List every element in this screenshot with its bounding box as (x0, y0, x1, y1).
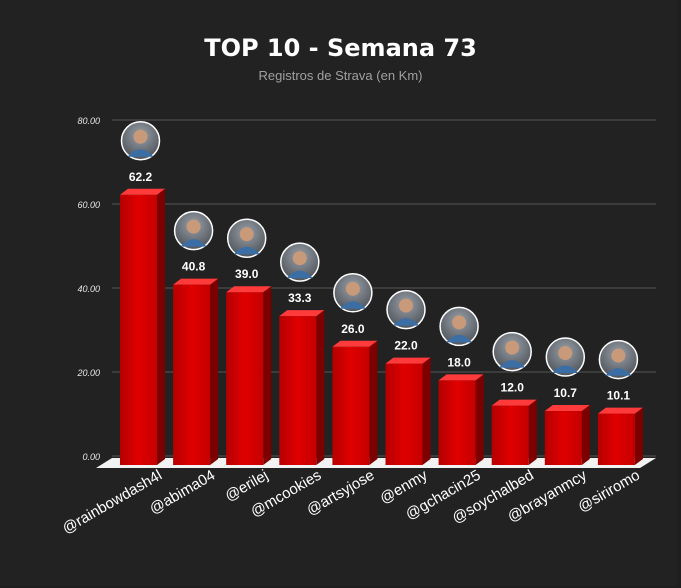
avatar-body (127, 149, 154, 157)
avatar-head (345, 281, 360, 296)
bar-side (369, 340, 378, 465)
avatar-body (286, 270, 313, 279)
avatar-head (558, 346, 573, 361)
user-avatar-icon (120, 121, 161, 161)
user-avatar-icon (439, 306, 479, 347)
value-label: 22.0 (394, 339, 418, 353)
bar-face (544, 411, 582, 465)
y-tick-label: 20.00 (76, 368, 100, 378)
avatar-head (239, 227, 254, 242)
bar-top (385, 357, 431, 364)
chart-subtitle: Registros de Strava (en Km) (258, 68, 423, 83)
bar-side (634, 407, 643, 465)
user-avatar-icon (333, 273, 373, 313)
bar-top (332, 340, 378, 347)
bar-face (279, 316, 317, 465)
avatar-head (505, 340, 520, 355)
bar-top (173, 278, 219, 285)
avatar-body (552, 365, 579, 374)
bar-side (581, 405, 590, 465)
avatar-head (292, 251, 307, 266)
bar-side (475, 374, 484, 465)
user-avatar-icon (386, 289, 426, 330)
bar-5 (385, 357, 431, 465)
bar-top (120, 188, 165, 195)
bar-face (385, 363, 423, 465)
value-label: 39.0 (235, 267, 259, 281)
value-label: 40.8 (182, 260, 206, 274)
bar-4 (332, 340, 378, 465)
bar-top (544, 405, 590, 412)
avatar-body (339, 301, 366, 309)
bar-face (120, 194, 157, 465)
bar-0 (120, 188, 165, 465)
bar-face (173, 284, 211, 465)
y-tick-label: 40.00 (77, 284, 100, 294)
avatar-head (186, 219, 201, 234)
bar-6 (438, 374, 484, 465)
user-avatar-icon (226, 218, 267, 258)
bar-9 (597, 407, 643, 465)
avatar-body (605, 368, 632, 376)
bar-top (279, 310, 325, 317)
avatar-body (393, 318, 419, 326)
bar-side (210, 278, 219, 465)
bar-8 (544, 405, 590, 465)
avatar-body (446, 334, 473, 343)
value-label: 10.1 (607, 389, 631, 403)
bar-face (491, 405, 529, 465)
bar-2 (226, 286, 272, 465)
value-label: 26.0 (341, 322, 365, 336)
user-avatar-icon (280, 242, 320, 282)
avatar-body (499, 360, 526, 368)
bar-side (422, 357, 431, 465)
y-tick-label: 60.00 (77, 200, 100, 210)
y-tick-label: 0.00 (82, 452, 100, 462)
avatar-body (180, 239, 207, 247)
bar-top (597, 407, 643, 414)
bar-face (332, 346, 370, 465)
avatar-head (399, 298, 413, 313)
bar-side (263, 286, 272, 465)
avatar-head (133, 129, 148, 144)
bar-top (491, 399, 537, 406)
value-label: 33.3 (288, 291, 312, 305)
bar-1 (173, 278, 219, 465)
bar-face (438, 380, 476, 465)
bar-side (528, 399, 537, 465)
avatar-head (452, 315, 467, 330)
bar-top (438, 374, 484, 381)
bar-side (157, 188, 165, 465)
value-label: 12.0 (501, 381, 525, 395)
bar-7 (491, 399, 537, 465)
value-label: 18.0 (447, 355, 471, 369)
avatar-head (611, 348, 626, 363)
bar-3 (279, 310, 325, 465)
bar-side (316, 310, 325, 465)
value-label: 62.2 (129, 170, 153, 184)
user-avatar-icon (598, 339, 639, 380)
chart-title: TOP 10 - Semana 73 (204, 34, 477, 62)
bar-top (226, 286, 272, 293)
user-avatar-icon (545, 337, 586, 377)
y-tick-label: 80.00 (77, 116, 100, 126)
user-avatar-icon (173, 210, 214, 251)
bar-face (597, 413, 635, 465)
user-avatar-icon (492, 331, 532, 372)
bar-face (226, 292, 264, 465)
value-label: 10.7 (554, 386, 578, 400)
avatar-body (233, 246, 260, 255)
